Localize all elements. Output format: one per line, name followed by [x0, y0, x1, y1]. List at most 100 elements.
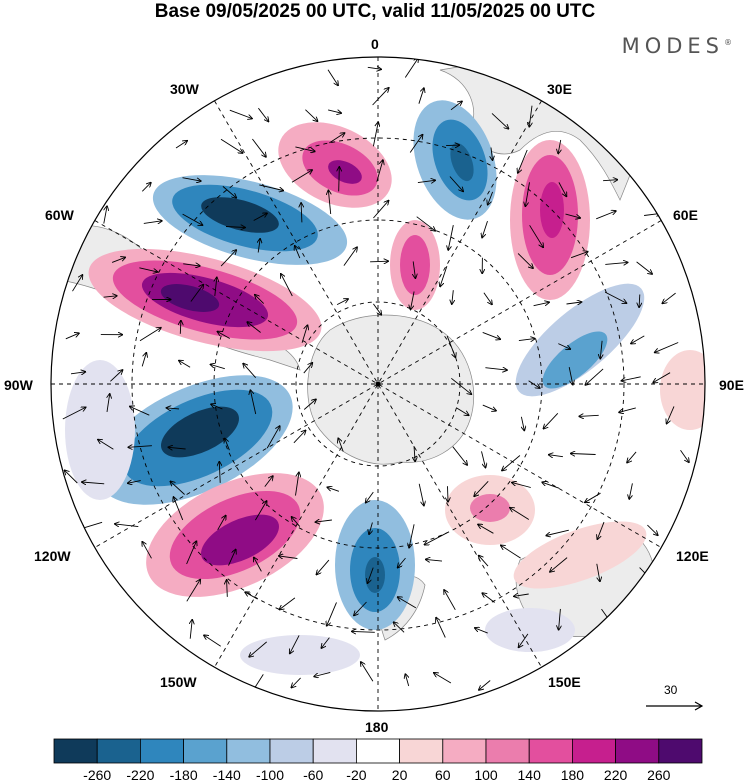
- lat-lon-grid: [51, 57, 705, 711]
- colorbar-tick-label: -60: [303, 767, 323, 783]
- wind-vector: [566, 302, 582, 304]
- wind-vector: [521, 416, 524, 431]
- wind-vector: [327, 487, 340, 492]
- colorbar-tick-label: 260: [647, 767, 671, 783]
- wind-vector: [409, 524, 415, 547]
- wind-vector: [604, 291, 626, 303]
- wind-vector: [450, 101, 462, 111]
- lon-label-30e: 30E: [547, 81, 572, 97]
- wind-vector: [680, 450, 689, 462]
- wind-vector: [204, 635, 221, 647]
- colorbar-tick-label: -260: [83, 767, 111, 783]
- wind-vector: [220, 250, 236, 267]
- wind-vector: [211, 365, 225, 370]
- wind-vector: [182, 177, 201, 181]
- anomaly-field: [65, 100, 705, 675]
- wind-vector: [631, 335, 645, 344]
- wind-vector: [411, 291, 415, 310]
- wind-vector: [571, 454, 596, 455]
- wind-vector: [417, 180, 435, 182]
- wind-vector: [211, 404, 223, 410]
- vector-reference-arrow: [646, 701, 704, 711]
- wind-vector: [479, 556, 489, 567]
- wind-vector: [533, 302, 549, 307]
- wind-vector: [65, 333, 79, 340]
- wind-vector: [72, 275, 83, 292]
- wind-vector: [70, 372, 85, 374]
- polar-map: [50, 56, 706, 712]
- wind-vector: [512, 483, 531, 488]
- wind-vector: [143, 221, 162, 224]
- vector-reference-label: 30: [664, 683, 678, 697]
- anomaly-pos-9: [660, 350, 705, 430]
- wind-vector: [361, 662, 374, 682]
- colorbar-boxes: [53, 738, 703, 764]
- lon-label-30w: 30W: [170, 81, 199, 97]
- lon-label-150e: 150E: [548, 674, 581, 690]
- colorbar-box: [442, 738, 487, 764]
- wind-vector: [482, 593, 495, 603]
- wind-vector: [170, 481, 185, 495]
- wind-vectors: [62, 58, 689, 691]
- colorbar-box: [658, 738, 703, 764]
- lon-label-60e: 60E: [673, 207, 698, 223]
- wind-vector: [186, 580, 200, 602]
- anomaly-pos-8: [65, 360, 135, 500]
- wind-vector: [370, 261, 388, 262]
- wind-vector: [317, 559, 330, 574]
- wind-vector: [452, 446, 467, 465]
- wind-vector: [293, 431, 306, 444]
- wind-vector: [619, 407, 636, 412]
- wind-vector: [264, 476, 273, 487]
- colorbar-tick-label: 60: [435, 767, 451, 783]
- lon-label-150w: 150W: [160, 674, 197, 690]
- wind-vector: [491, 147, 493, 161]
- colorbar-box: [96, 738, 141, 764]
- wind-vector: [245, 592, 258, 600]
- colorbar: -260 -220 -180 -140 -100 -60 -20 20 60 100 140 180 2…: [53, 738, 703, 783]
- wind-vector: [228, 550, 236, 566]
- wind-vector: [301, 325, 307, 343]
- colorbar-tick-label: -220: [126, 767, 154, 783]
- wind-vector: [636, 261, 653, 274]
- wind-vector: [446, 145, 459, 146]
- lon-label-120e: 120E: [676, 548, 709, 564]
- wind-vector: [141, 183, 151, 192]
- wind-vector: [544, 412, 559, 428]
- wind-vector: [558, 182, 567, 196]
- wind-vector: [225, 227, 245, 228]
- wind-vector: [558, 343, 570, 350]
- wind-vector: [488, 191, 494, 205]
- lon-label-90e: 90E: [719, 377, 744, 393]
- wind-vector: [570, 252, 588, 259]
- wind-vector: [225, 439, 230, 451]
- anomaly-neg-6: [485, 608, 575, 652]
- wind-vector: [111, 257, 125, 263]
- wind-vector: [394, 622, 405, 633]
- wind-vector: [252, 138, 266, 157]
- wind-vector: [220, 138, 243, 153]
- brand-logo: MODES®: [622, 34, 732, 58]
- wind-vector: [255, 501, 266, 521]
- wind-vector: [451, 377, 471, 394]
- wind-vector: [339, 167, 340, 192]
- wind-vector: [667, 406, 675, 423]
- south-pole-marker: [375, 381, 381, 387]
- wind-vector: [266, 426, 280, 449]
- colorbar-box: [485, 738, 530, 764]
- wind-vector: [655, 342, 679, 353]
- wind-vector: [281, 274, 293, 297]
- wind-vector: [517, 253, 533, 269]
- wind-vector: [343, 247, 357, 266]
- wind-vector: [314, 671, 331, 676]
- wind-vector: [258, 239, 260, 253]
- wind-vector: [98, 440, 114, 450]
- wind-vector: [255, 295, 265, 304]
- wind-vector: [518, 149, 528, 173]
- wind-vector: [542, 482, 560, 489]
- wind-vector: [130, 407, 150, 416]
- wind-vector: [605, 262, 627, 264]
- wind-vector: [568, 367, 573, 385]
- lon-label-120w: 120W: [34, 548, 71, 564]
- wind-vector: [398, 557, 406, 567]
